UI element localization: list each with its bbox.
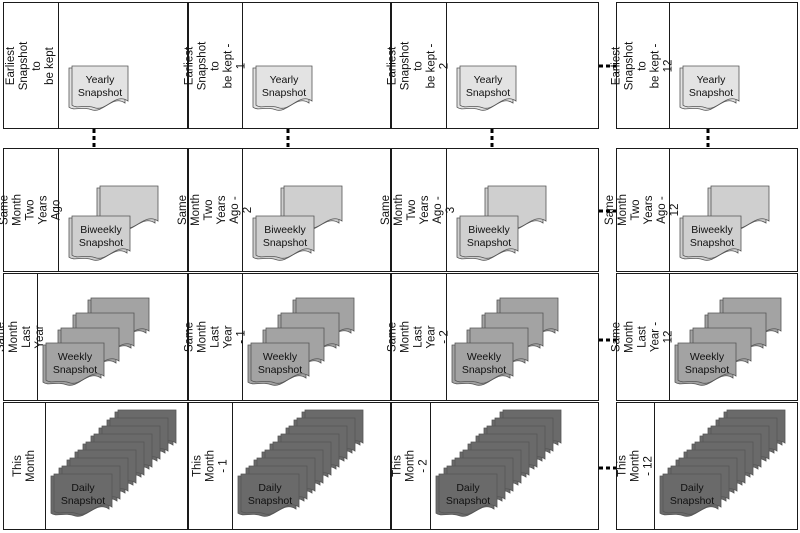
row-label-box: Same Month Two Years Ago — [0, 149, 63, 271]
row-label: This Month — [11, 450, 37, 482]
row-label: Same Month Two Years Ago — [0, 194, 63, 226]
row-label-box: This Month — [4, 403, 46, 529]
row-label-box: Same Month Last Year - 12 — [611, 274, 675, 400]
cell-biweekly-col-2: Same Month Two Years Ago - 2 — [177, 148, 391, 272]
row-label: Same Month Two Years Ago - 3 — [380, 194, 457, 226]
cell-daily-col-4: This Month - 12 — [616, 402, 798, 530]
row-label-box: This Month - 12 — [616, 403, 655, 529]
row-label-box: Earliest Snapshot to be kept - 1 — [183, 3, 247, 128]
row-label: Earliest Snapshot to be kept - 12 — [610, 41, 675, 90]
row-label-box: Same Month Last Year - 1 — [183, 274, 247, 400]
row-label: Same Month Two Years Ago - 2 — [176, 194, 254, 226]
row-label-box: Same Month Two Years Ago - 12 — [604, 149, 681, 271]
row-label: Same Month Last Year — [0, 321, 46, 353]
row-label-box: Same Month Last Year - 2 — [387, 274, 451, 400]
cell-yearly-col-3: Earliest Snapshot to be kept - 2 — [387, 2, 599, 129]
cell-biweekly-col-4: Same Month Two Years Ago - 12 — [604, 148, 798, 272]
cell-weekly-col-3: Same Month Last Year - 2 — [387, 273, 599, 401]
row-label-box: Earliest Snapshot to be kept - 12 — [611, 3, 675, 128]
cell-yearly-col-1: Earliest Snapshot to be kept — [3, 2, 188, 129]
row-label-box: This Month - 1 — [189, 403, 233, 529]
row-label: Earliest Snapshot to be kept — [5, 41, 56, 90]
row-label-box: This Month - 2 — [392, 403, 431, 529]
row-label-box: Same Month Last Year — [0, 274, 46, 400]
row-label: Earliest Snapshot to be kept - 1 — [183, 41, 247, 90]
row-label: Earliest Snapshot to be kept - 2 — [386, 41, 451, 90]
cell-daily-col-3: This Month - 2 — [391, 402, 599, 530]
row-label-box: Earliest Snapshot to be kept — [4, 3, 59, 128]
cell-weekly-col-2: Same Month Last Year - 1 — [183, 273, 391, 401]
cell-weekly-col-4: Same Month Last Year - 12 — [611, 273, 798, 401]
cell-daily-col-2: This Month - 1 — [188, 402, 391, 530]
cell-yearly-col-2: Earliest Snapshot to be kept - 1 — [183, 2, 391, 129]
row-label-box: Same Month Two Years Ago - 2 — [177, 149, 254, 271]
row-label: Same Month Last Year - 12 — [610, 321, 675, 353]
row-label: This Month - 2 — [391, 450, 430, 482]
row-label: Same Month Two Years Ago - 12 — [604, 194, 681, 226]
row-label: Same Month Last Year - 2 — [386, 321, 451, 353]
row-label-box: Earliest Snapshot to be kept - 2 — [387, 3, 451, 128]
row-label: Same Month Last Year - 1 — [183, 321, 247, 353]
cell-yearly-col-4: Earliest Snapshot to be kept - 12 — [611, 2, 798, 129]
cell-biweekly-col-1: Same Month Two Years Ago — [0, 148, 188, 272]
row-label-box: Same Month Two Years Ago - 3 — [380, 149, 457, 271]
row-label: This Month - 12 — [616, 450, 654, 482]
row-label: This Month - 1 — [191, 450, 229, 482]
cell-biweekly-col-3: Same Month Two Years Ago - 3 — [380, 148, 599, 272]
cell-daily-col-1: This Month — [3, 402, 188, 530]
cell-weekly-col-1: Same Month Last Year — [0, 273, 188, 401]
